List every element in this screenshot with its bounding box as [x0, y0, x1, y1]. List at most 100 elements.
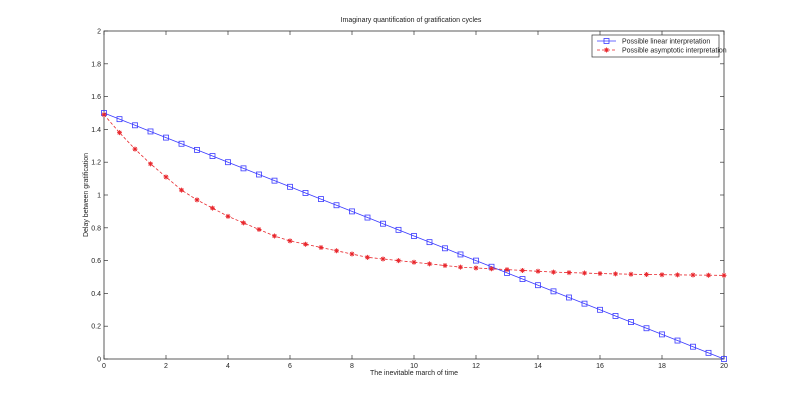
data-point-asymptotic [582, 270, 587, 276]
data-point-asymptotic [427, 261, 432, 267]
data-point-linear [628, 319, 634, 326]
data-point-linear [566, 294, 572, 301]
data-point-asymptotic [132, 146, 138, 152]
data-point-asymptotic [706, 272, 711, 278]
data-point-asymptotic [287, 238, 293, 244]
plot-area [103, 30, 725, 360]
y-axis-ticks: 0 0.2 0.4 0.6 0.8 1 1.2 1.4 1.6 1.8 2 [91, 29, 724, 364]
data-point-asymptotic [349, 251, 355, 257]
data-point-asymptotic [520, 267, 525, 273]
data-point-asymptotic [256, 226, 262, 232]
data-point-asymptotic [551, 269, 556, 275]
x-tick-label: 20 [720, 363, 728, 370]
data-point-linear [473, 257, 479, 264]
x-tick-label: 0 [102, 363, 106, 370]
x-tick-label: 10 [410, 363, 418, 370]
data-point-asymptotic [504, 267, 510, 273]
data-point-linear [721, 356, 727, 362]
data-point-linear [705, 349, 712, 356]
y-tick-label: 1 [97, 193, 101, 200]
data-point-asymptotic [597, 271, 603, 277]
data-point-asymptotic [613, 271, 618, 277]
data-point-linear [581, 300, 588, 307]
data-point-asymptotic [225, 213, 231, 219]
x-tick-label: 8 [350, 363, 354, 370]
data-point-linear [163, 134, 169, 141]
data-point-linear [643, 325, 650, 332]
data-point-asymptotic [101, 112, 107, 118]
y-tick-label: 0 [97, 357, 101, 364]
x-tick-label: 2 [164, 363, 168, 370]
data-point-linear [240, 165, 247, 172]
data-point-linear [116, 116, 123, 123]
data-point-linear [457, 251, 464, 258]
y-tick-label: 1.8 [91, 61, 101, 68]
data-point-asymptotic [675, 272, 680, 278]
legend-label-linear: Possible linear interpretation [622, 39, 710, 46]
series-line-linear [103, 112, 725, 360]
x-axis-label: The inevitable march of time [370, 370, 458, 377]
data-point-linear [674, 337, 681, 344]
data-point-asymptotic [380, 256, 386, 262]
data-point-asymptotic [148, 161, 153, 167]
data-point-asymptotic [473, 265, 479, 271]
data-point-asymptotic [628, 271, 634, 277]
data-point-asymptotic [644, 272, 649, 278]
x-tick-label: 16 [596, 363, 604, 370]
x-tick-label: 12 [472, 363, 480, 370]
y-tick-label: 2 [97, 29, 101, 36]
data-point-asymptotic [442, 263, 448, 269]
data-point-linear [225, 159, 231, 166]
data-point-asymptotic [163, 174, 169, 180]
data-point-asymptotic [179, 187, 184, 193]
data-point-asymptotic [566, 270, 572, 276]
x-tick-label: 4 [226, 363, 230, 370]
x-axis-ticks: 0 2 4 6 8 10 12 14 16 18 20 [102, 31, 728, 370]
data-point-linear [395, 226, 402, 233]
data-point-asymptotic [318, 244, 324, 250]
data-point-asymptotic [272, 233, 277, 239]
y-tick-label: 1.6 [91, 94, 101, 101]
y-tick-label: 1.2 [91, 160, 101, 167]
data-point-linear [147, 128, 154, 135]
series-layer [101, 110, 727, 362]
data-point-linear [364, 214, 371, 221]
x-tick-label: 18 [658, 363, 666, 370]
data-point-linear [550, 288, 557, 295]
data-point-asymptotic [721, 272, 727, 278]
legend-marker-star [604, 47, 609, 53]
data-point-linear [333, 202, 340, 209]
data-point-asymptotic [241, 220, 246, 226]
data-point-asymptotic [458, 264, 463, 270]
data-point-linear [659, 331, 665, 338]
y-tick-label: 0.4 [91, 291, 101, 298]
x-tick-label: 14 [534, 363, 542, 370]
data-point-linear [302, 190, 309, 196]
data-point-linear [349, 208, 355, 215]
data-point-linear [597, 306, 603, 313]
data-point-linear [442, 245, 448, 252]
y-tick-label: 0.8 [91, 225, 101, 232]
data-point-asymptotic [535, 268, 541, 274]
data-point-asymptotic [117, 130, 122, 136]
data-point-asymptotic [194, 197, 200, 203]
data-point-asymptotic [659, 272, 665, 278]
data-point-linear [271, 177, 278, 184]
data-point-linear [194, 146, 200, 153]
data-point-asymptotic [365, 254, 370, 260]
legend-marker-square [603, 38, 610, 44]
data-point-linear [519, 276, 526, 282]
data-point-asymptotic [334, 248, 339, 254]
data-point-asymptotic [303, 241, 308, 247]
series-line-asymptotic [103, 114, 725, 276]
y-axis-label: Delay between gratification [83, 153, 90, 237]
data-point-asymptotic [396, 258, 401, 264]
data-point-linear [178, 140, 185, 147]
x-tick-label: 6 [288, 363, 292, 370]
data-point-asymptotic [210, 205, 215, 211]
y-tick-label: 0.6 [91, 258, 101, 265]
data-point-linear [535, 282, 541, 289]
data-point-asymptotic [489, 266, 494, 272]
data-point-linear [380, 220, 386, 227]
